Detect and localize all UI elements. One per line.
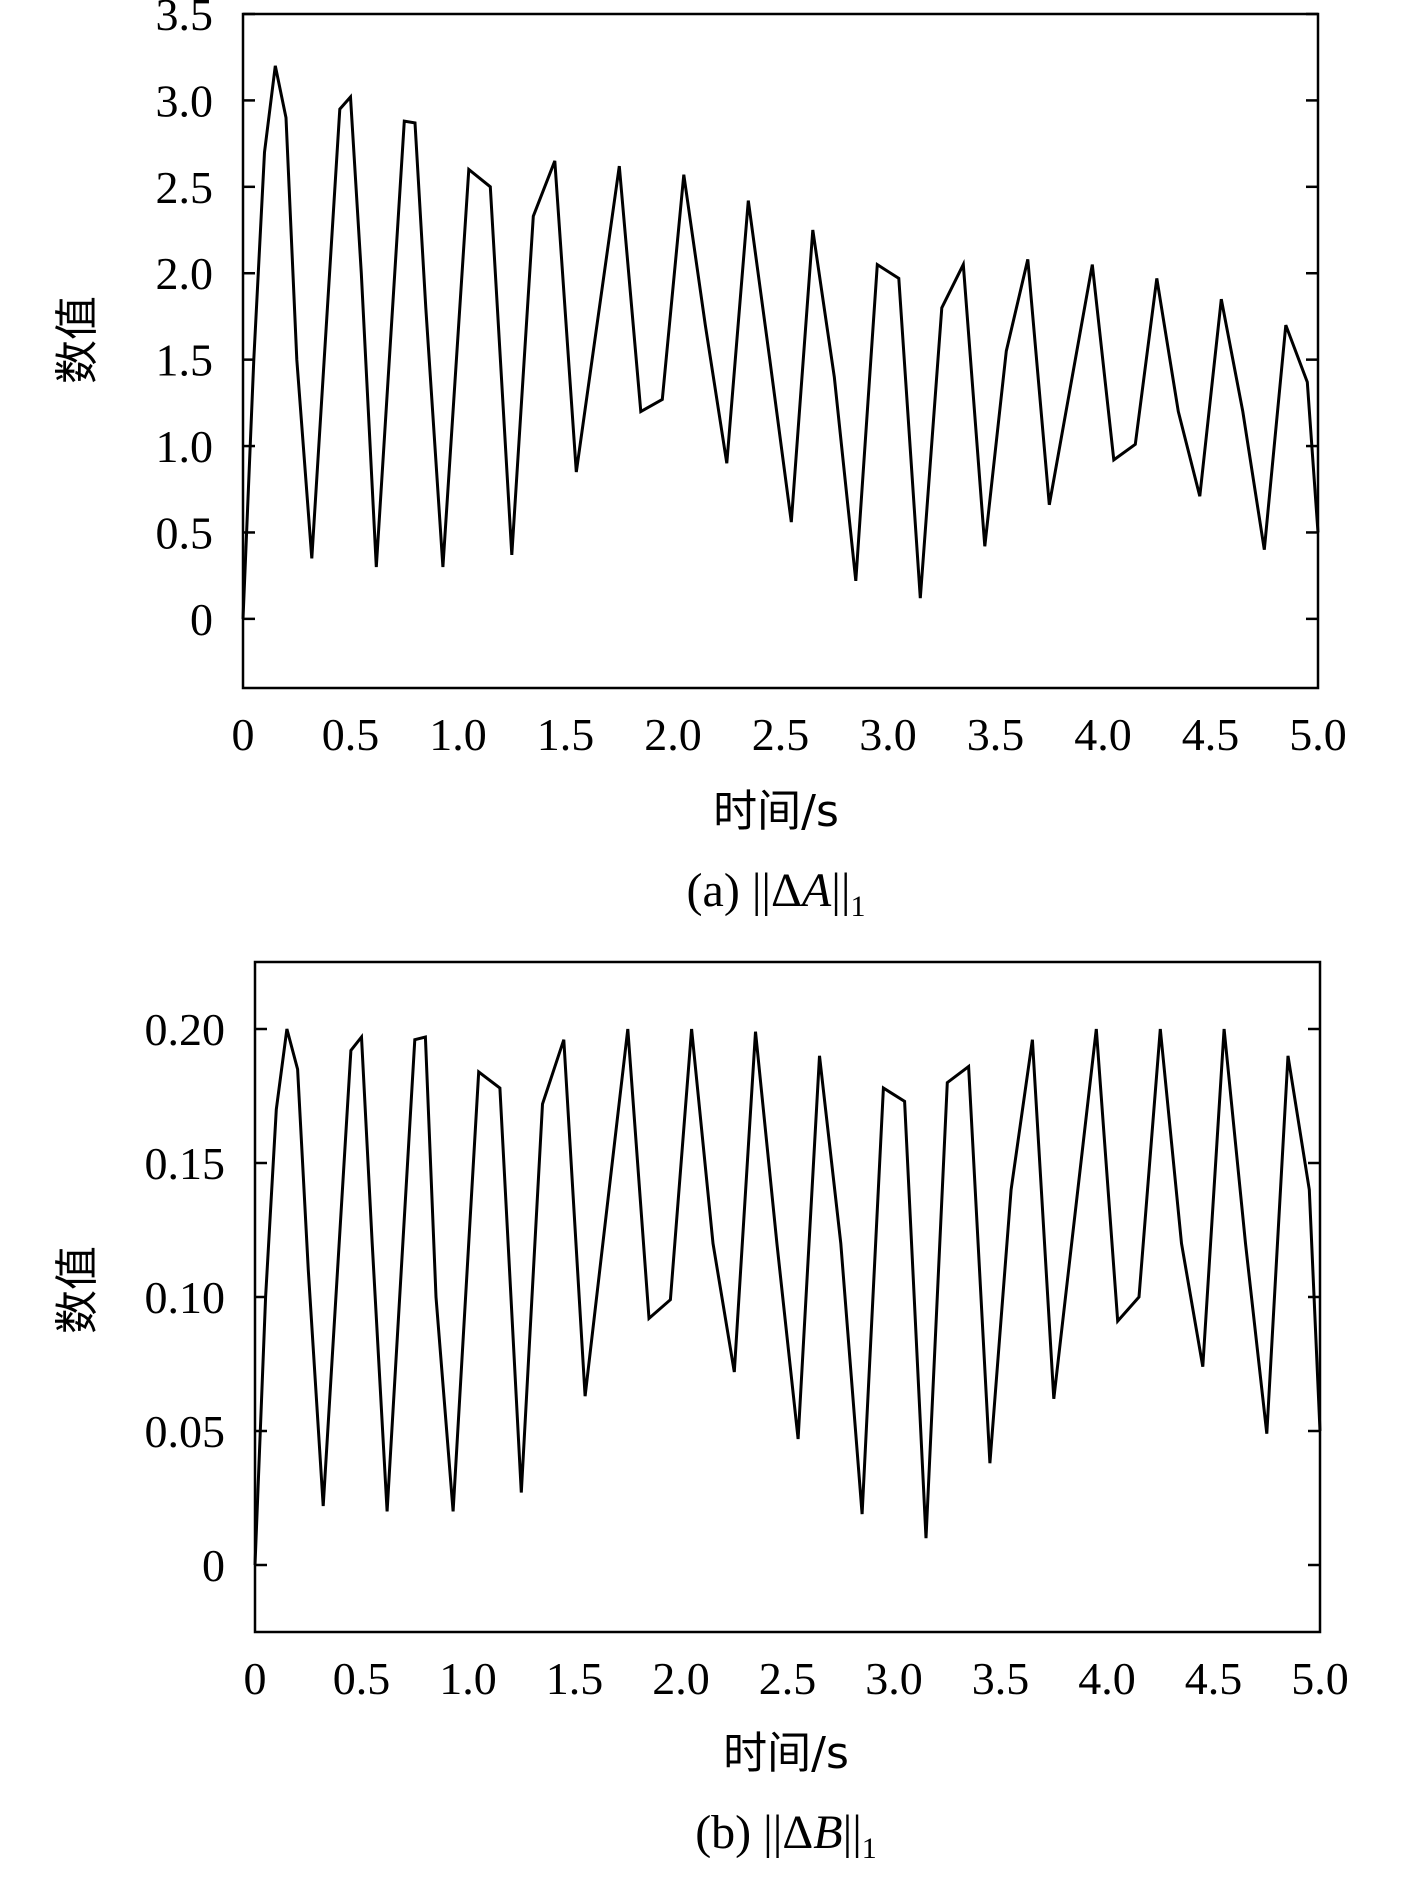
y-tick-label: 2.0 (156, 248, 214, 299)
y-tick-label: 1.0 (156, 421, 214, 472)
x-tick-label: 5.0 (1291, 1653, 1349, 1704)
y-tick-label: 3.5 (156, 0, 214, 40)
x-tick-label: 3.5 (967, 709, 1025, 760)
x-axis-title: 时间/s (713, 786, 839, 837)
caption-suffix: || (831, 864, 850, 917)
y-axis-title: 数值 (52, 296, 103, 384)
caption-prefix: (a) ||Δ (687, 864, 802, 917)
x-tick-label: 3.5 (972, 1653, 1030, 1704)
x-tick-label: 4.0 (1074, 709, 1132, 760)
x-tick-label: 4.5 (1185, 1653, 1243, 1704)
x-tick-label: 4.5 (1182, 709, 1240, 760)
x-tick-label: 3.0 (859, 709, 917, 760)
x-tick-label: 1.0 (439, 1653, 497, 1704)
y-tick-label: 3.0 (156, 75, 214, 126)
caption-subscript: 1 (850, 890, 865, 923)
y-tick-label: 0.5 (156, 507, 214, 558)
y-tick-label: 0 (190, 594, 213, 645)
plot-frame (241, 12, 1320, 690)
chart-caption: (b) ||ΔB||1 (695, 1806, 877, 1865)
x-axis-ticks: 0 0.5 1.0 1.5 2.0 2.5 3.0 3.5 4.0 4.5 5.0 (244, 1653, 1349, 1704)
x-tick-label: 2.5 (759, 1653, 817, 1704)
y-axis-ticks: 0 0.05 0.10 0.15 0.20 (145, 1004, 1320, 1591)
y-tick-label: 2.5 (156, 162, 214, 213)
y-axis-ticks: 0 0.5 1.0 1.5 2.0 2.5 3.0 3.5 (156, 0, 1318, 645)
x-tick-label: 2.5 (752, 709, 810, 760)
caption-subscript: 1 (862, 1832, 877, 1865)
x-tick-label: 4.0 (1078, 1653, 1136, 1704)
chart-a: 0 0.5 1.0 1.5 2.0 2.5 3.0 3.5 0 0.5 1.0 1.5 2.0 2.5 3… (52, 0, 1347, 923)
y-tick-label: 0.05 (145, 1406, 226, 1457)
x-axis-title: 时间/s (723, 1728, 849, 1779)
x-tick-label: 0.5 (322, 709, 380, 760)
x-tick-label: 1.0 (429, 709, 487, 760)
chart-b: 0 0.05 0.10 0.15 0.20 0 0.5 1.0 1.5 2.0 2.5 3.0 3.5… (52, 960, 1349, 1865)
y-tick-label: 1.5 (156, 335, 214, 386)
x-tick-label: 0 (232, 709, 255, 760)
caption-symbol: B (813, 1806, 842, 1859)
x-tick-label: 2.0 (644, 709, 702, 760)
x-tick-label: 5.0 (1289, 709, 1347, 760)
data-series-line (253, 1028, 1322, 1566)
data-series-line (241, 65, 1320, 619)
y-tick-label: 0.10 (145, 1272, 226, 1323)
x-axis-ticks: 0 0.5 1.0 1.5 2.0 2.5 3.0 3.5 4.0 4.5 5.0 (232, 709, 1347, 760)
caption-suffix: || (843, 1806, 862, 1859)
y-axis-title: 数值 (52, 1246, 103, 1334)
x-tick-label: 0 (244, 1653, 267, 1704)
x-tick-label: 1.5 (546, 1653, 604, 1704)
x-tick-label: 1.5 (537, 709, 595, 760)
y-tick-label: 0.20 (145, 1004, 226, 1055)
chart-caption: (a) ||ΔA||1 (687, 864, 866, 923)
x-tick-label: 3.0 (865, 1653, 923, 1704)
y-tick-label: 0 (202, 1540, 225, 1591)
caption-prefix: (b) ||Δ (695, 1806, 813, 1859)
y-tick-label: 0.15 (145, 1138, 226, 1189)
caption-symbol: A (799, 864, 832, 917)
x-tick-label: 0.5 (333, 1653, 391, 1704)
x-tick-label: 2.0 (652, 1653, 710, 1704)
